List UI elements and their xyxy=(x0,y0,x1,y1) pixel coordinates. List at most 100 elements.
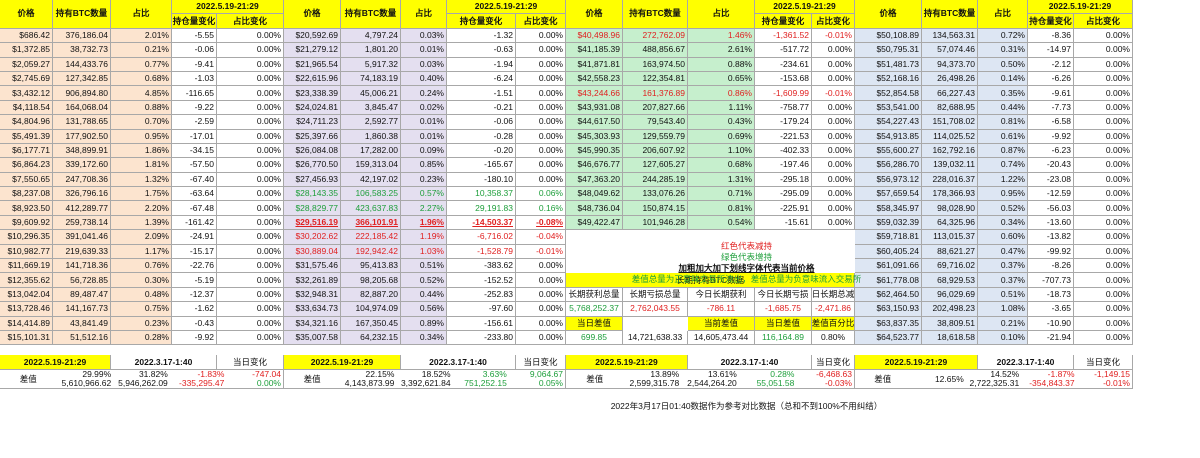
holding-cell[interactable]: 43,841.49 xyxy=(53,316,111,331)
price-cell[interactable]: $31,575.46 xyxy=(284,259,341,274)
holding-cell[interactable]: 69,716.02 xyxy=(922,259,978,274)
price-cell[interactable]: $1,372.85 xyxy=(0,43,53,58)
price-cell[interactable]: $2,059.27 xyxy=(0,57,53,72)
holding-cell[interactable]: 4,797.24 xyxy=(341,28,401,44)
ratio-cell[interactable]: 0.95% xyxy=(978,187,1028,202)
ratio-cell[interactable]: 0.48% xyxy=(111,287,172,303)
header-hold-change[interactable]: 持仓量变化 xyxy=(755,14,812,29)
ratio-change-cell[interactable]: 0.00% xyxy=(516,172,566,188)
holding-cell[interactable]: 64,325.96 xyxy=(922,215,978,231)
holding-cell[interactable]: 167,350.45 xyxy=(341,316,401,331)
holding-cell[interactable]: 207,827.66 xyxy=(623,100,688,116)
hold-change-cell[interactable]: -402.33 xyxy=(755,143,812,159)
price-cell[interactable]: $2,745.69 xyxy=(0,71,53,87)
ratio-change-cell[interactable]: 0.00% xyxy=(516,43,566,58)
ratio-cell[interactable]: 0.03% xyxy=(401,57,447,72)
header-holding[interactable]: 持有BTC数量 xyxy=(53,0,111,29)
hold-change-cell[interactable]: -116.65 xyxy=(172,86,217,101)
price-cell[interactable]: $4,804.96 xyxy=(0,115,53,130)
hold-change-cell[interactable]: -24.91 xyxy=(172,230,217,245)
ratio-change-cell[interactable]: 0.00% xyxy=(1074,230,1133,245)
hold-change-cell[interactable]: -5.19 xyxy=(172,273,217,288)
ratio-change-cell[interactable]: 0.00% xyxy=(516,143,566,159)
holding-cell[interactable]: 127,342.85 xyxy=(53,71,111,87)
ratio-cell[interactable]: 0.76% xyxy=(111,259,172,274)
ratio-cell[interactable]: 0.02% xyxy=(401,100,447,116)
ratio-change-cell[interactable]: 0.00% xyxy=(516,28,566,44)
holding-cell[interactable]: 74,183.19 xyxy=(341,71,401,87)
price-cell[interactable]: $41,185.39 xyxy=(566,43,623,58)
hold-change-cell[interactable]: -179.24 xyxy=(755,115,812,130)
price-cell[interactable]: $61,778.08 xyxy=(855,273,922,288)
price-cell[interactable]: $686.42 xyxy=(0,28,53,44)
hold-change-cell[interactable]: -8.36 xyxy=(1028,28,1074,44)
ratio-cell[interactable]: 2.61% xyxy=(688,43,755,58)
ratio-cell[interactable]: 0.23% xyxy=(401,172,447,188)
ratio-change-cell[interactable]: 0.00% xyxy=(217,187,284,202)
summary-date2[interactable]: 2022.3.17-1:40 xyxy=(688,355,812,370)
price-cell[interactable]: $40,498.96 xyxy=(566,28,623,44)
ratio-change-cell[interactable]: 0.00% xyxy=(217,201,284,216)
summary-date2[interactable]: 2022.3.17-1:40 xyxy=(401,355,516,370)
hold-change-cell[interactable]: -383.62 xyxy=(447,259,516,274)
ratio-cell[interactable]: 0.54% xyxy=(688,215,755,231)
ratio-cell[interactable]: 0.52% xyxy=(978,201,1028,216)
price-cell[interactable]: $56,973.12 xyxy=(855,172,922,188)
header-holding[interactable]: 持有BTC数量 xyxy=(341,0,401,29)
ratio-cell[interactable]: 0.95% xyxy=(111,129,172,144)
holding-cell[interactable]: 104,974.09 xyxy=(341,302,401,317)
ratio-change-cell[interactable]: 0.00% xyxy=(1074,187,1133,202)
price-cell[interactable]: $33,634.73 xyxy=(284,302,341,317)
ratio-cell[interactable]: 1.31% xyxy=(688,172,755,188)
price-cell[interactable]: $20,592.69 xyxy=(284,28,341,44)
ratio-cell[interactable]: 0.30% xyxy=(111,273,172,288)
ratio-change-cell[interactable]: -0.08% xyxy=(516,215,566,231)
holding-cell[interactable]: 82,688.95 xyxy=(922,100,978,116)
ratio-change-cell[interactable]: 0.00% xyxy=(217,259,284,274)
price-cell[interactable]: $50,795.31 xyxy=(855,43,922,58)
holding-cell[interactable]: 42,197.02 xyxy=(341,172,401,188)
ratio-cell[interactable]: 0.77% xyxy=(111,57,172,72)
hold-change-cell[interactable]: -0.20 xyxy=(447,143,516,159)
hold-change-cell[interactable]: -165.67 xyxy=(447,158,516,173)
ratio-change-cell[interactable]: 0.00% xyxy=(516,259,566,274)
header-ratio-change[interactable]: 占比变化 xyxy=(217,14,284,29)
hold-change-cell[interactable]: -1.51 xyxy=(447,86,516,101)
holding-cell[interactable]: 366,101.91 xyxy=(341,215,401,231)
ratio-change-cell[interactable]: 0.00% xyxy=(217,57,284,72)
hold-change-cell[interactable]: -0.21 xyxy=(447,100,516,116)
ratio-cell[interactable]: 0.31% xyxy=(978,43,1028,58)
holding-cell[interactable]: 38,732.73 xyxy=(53,43,111,58)
ratio-change-cell[interactable]: 0.00% xyxy=(217,244,284,260)
hold-change-cell[interactable]: -707.73 xyxy=(1028,273,1074,288)
hold-change-cell[interactable]: -252.83 xyxy=(447,287,516,303)
holding-cell[interactable]: 66,227.43 xyxy=(922,86,978,101)
holding-cell[interactable]: 89,487.47 xyxy=(53,287,111,303)
longterm-value[interactable]: -2,471.86 xyxy=(812,302,855,317)
holding-cell[interactable]: 57,074.46 xyxy=(922,43,978,58)
hold-change-cell[interactable]: -0.06 xyxy=(447,115,516,130)
price-cell[interactable]: $60,405.24 xyxy=(855,244,922,260)
price-cell[interactable]: $32,261.89 xyxy=(284,273,341,288)
holding-cell[interactable]: 68,929.53 xyxy=(922,273,978,288)
ratio-change-cell[interactable]: 0.00% xyxy=(1074,287,1133,303)
price-cell[interactable]: $11,669.19 xyxy=(0,259,53,274)
holding-cell[interactable]: 2,592.77 xyxy=(341,115,401,130)
ratio-change-cell[interactable]: 0.00% xyxy=(812,71,855,87)
ratio-cell[interactable]: 0.51% xyxy=(401,259,447,274)
price-cell[interactable]: $58,345.97 xyxy=(855,201,922,216)
hold-change-cell[interactable]: -15.17 xyxy=(172,244,217,260)
hold-change-cell[interactable]: -758.77 xyxy=(755,100,812,116)
ratio-change-cell[interactable]: 0.00% xyxy=(217,273,284,288)
ratio-cell[interactable]: 1.17% xyxy=(111,244,172,260)
holding-cell[interactable]: 177,902.50 xyxy=(53,129,111,144)
ratio-cell[interactable]: 1.03% xyxy=(401,244,447,260)
ratio-change-cell[interactable]: 0.00% xyxy=(1074,172,1133,188)
price-cell[interactable]: $4,118.54 xyxy=(0,100,53,116)
summary-date1[interactable]: 2022.5.19-21:29 xyxy=(284,355,401,370)
ratio-cell[interactable]: 0.65% xyxy=(688,71,755,87)
ratio-cell[interactable]: 1.75% xyxy=(111,187,172,202)
ratio-change-cell[interactable]: -0.01% xyxy=(812,28,855,44)
hold-change-cell[interactable]: -99.92 xyxy=(1028,244,1074,260)
hold-change-cell[interactable]: -9.92 xyxy=(172,330,217,346)
